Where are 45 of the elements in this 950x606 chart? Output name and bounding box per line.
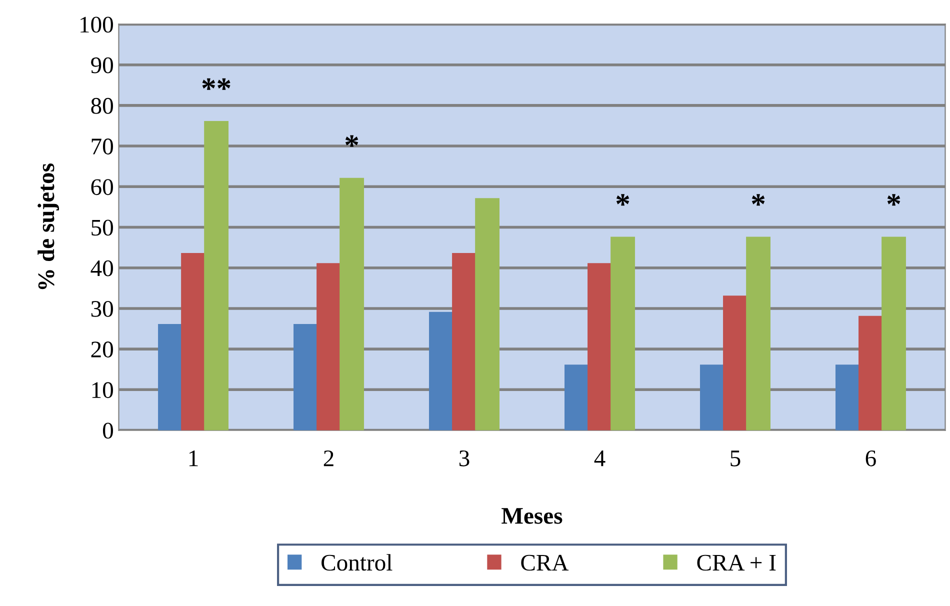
bar bbox=[316, 263, 341, 430]
x-tick-label: 1 bbox=[189, 450, 198, 466]
bar bbox=[181, 252, 206, 430]
y-tick-label: 50 bbox=[92, 220, 113, 236]
annotation: * bbox=[345, 135, 358, 147]
legend-label: CRA + I bbox=[697, 554, 776, 571]
bar bbox=[700, 364, 724, 430]
bar bbox=[429, 312, 454, 430]
bar bbox=[158, 324, 182, 430]
y-tick-label: 60 bbox=[91, 179, 113, 196]
x-axis-title: Meses bbox=[502, 508, 562, 524]
bar bbox=[340, 178, 364, 430]
bar bbox=[204, 120, 229, 430]
y-axis-title: % de sujetos bbox=[38, 164, 60, 290]
annotation: ** bbox=[202, 78, 230, 90]
bar bbox=[588, 263, 612, 430]
bar bbox=[564, 364, 589, 430]
x-tick-label: 3 bbox=[459, 450, 470, 466]
x-tick-label: 6 bbox=[866, 450, 876, 466]
bar bbox=[858, 316, 883, 430]
bar bbox=[610, 236, 635, 430]
bar bbox=[746, 236, 770, 430]
bar bbox=[882, 236, 906, 430]
y-tick-label: 70 bbox=[92, 138, 113, 154]
annotation: * bbox=[887, 194, 900, 206]
annotation: * bbox=[752, 194, 765, 206]
bar bbox=[835, 364, 860, 430]
bar bbox=[475, 198, 500, 430]
y-tick-label: 30 bbox=[91, 300, 113, 317]
x-tick-label: 4 bbox=[594, 450, 606, 466]
y-tick-label: 100 bbox=[80, 16, 113, 33]
y-tick-label: 0 bbox=[102, 422, 113, 439]
y-tick-label: 90 bbox=[91, 57, 113, 74]
bar bbox=[452, 252, 476, 430]
x-tick-label: 2 bbox=[324, 450, 334, 466]
bar bbox=[294, 324, 318, 430]
y-tick-label: 10 bbox=[92, 382, 113, 398]
bar bbox=[723, 296, 748, 430]
y-tick-label: 40 bbox=[90, 260, 113, 276]
y-tick-label: 80 bbox=[91, 98, 113, 114]
legend-label: Control bbox=[322, 554, 392, 571]
annotation: * bbox=[616, 194, 630, 206]
y-tick-label: 20 bbox=[91, 342, 113, 358]
legend-label: CRA bbox=[521, 554, 569, 571]
x-tick-label: 5 bbox=[730, 450, 740, 466]
